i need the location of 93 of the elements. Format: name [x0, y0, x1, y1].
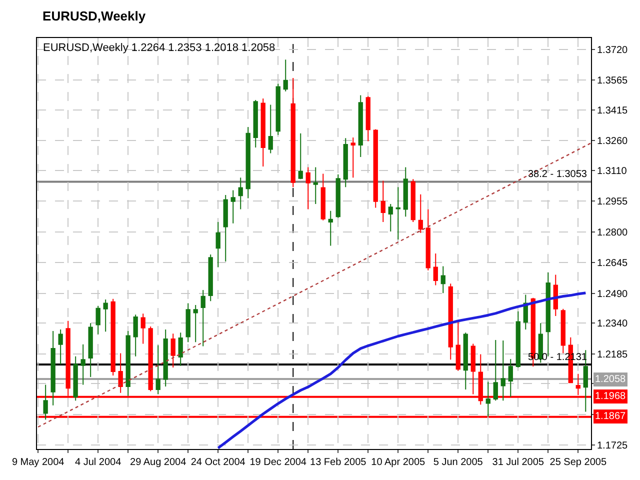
- y-tick-label: 1.1725: [597, 440, 628, 452]
- candlestick: [336, 174, 340, 218]
- candlestick: [350, 137, 356, 178]
- x-tick-label: 31 Jul 2005: [492, 457, 544, 468]
- candlestick: [396, 186, 400, 240]
- candlestick: [238, 177, 243, 210]
- candlestick: [186, 302, 190, 343]
- candlestick: [500, 340, 506, 402]
- chart-subtitle: EURUSD,Weekly 1.2264 1.2353 1.2018 1.2058: [43, 42, 276, 54]
- x-tick-label: 13 Feb 2005: [310, 457, 367, 468]
- candlestick: [43, 384, 48, 420]
- candlestick: [306, 166, 310, 210]
- candlestick: [403, 166, 408, 218]
- candlestick: [216, 221, 220, 268]
- candlestick: [380, 180, 386, 222]
- x-tick-label: 29 Aug 2004: [130, 457, 187, 468]
- candlestick: [156, 344, 160, 395]
- y-tick-label: 1.2645: [597, 258, 628, 270]
- y-tick-label: 1.3110: [597, 166, 628, 177]
- candlestick: [298, 132, 303, 180]
- y-tick-label: 1.2490: [597, 288, 628, 300]
- candlestick: [230, 190, 236, 224]
- candlestick: [358, 94, 363, 158]
- annotation: 38.2 - 1.3053: [528, 169, 588, 180]
- candlestick: [208, 254, 213, 302]
- candlestick: [546, 272, 550, 357]
- y-tick-label: 1.2955: [597, 196, 628, 208]
- x-tick-label: 5 Jun 2005: [433, 457, 484, 468]
- candlestick: [126, 330, 130, 396]
- x-tick-label: 9 May 2004: [12, 457, 65, 468]
- candlestick: [223, 194, 228, 262]
- ref-line-label: 1.1867: [595, 411, 626, 422]
- candlestick: [148, 326, 153, 392]
- candlestick: [118, 352, 123, 394]
- candlestick: [73, 356, 78, 402]
- candlestick: [456, 321, 460, 372]
- y-tick-label: 1.3565: [597, 76, 628, 87]
- candlestick: [493, 339, 498, 402]
- y-tick-label: 1.2185: [597, 349, 628, 360]
- candlestick: [133, 314, 138, 357]
- x-tick-label: 24 Oct 2004: [190, 457, 246, 468]
- candlestick: [440, 266, 446, 294]
- candlestick: [80, 344, 86, 386]
- candlestick: [200, 289, 206, 347]
- candlestick: [516, 310, 520, 368]
- candlestick: [103, 299, 108, 332]
- x-tick-label: 4 Jul 2004: [75, 457, 122, 468]
- candlestick: [276, 83, 280, 136]
- candlestick: [178, 332, 183, 366]
- y-tick-label: 1.2800: [597, 227, 628, 238]
- candlestick: [418, 194, 423, 234]
- ref-line-label: 1.1968: [595, 391, 626, 402]
- y-tick-label: 1.2340: [597, 318, 628, 330]
- candlestick: [140, 313, 146, 344]
- candlestick: [373, 128, 378, 208]
- candlestick: [426, 208, 430, 271]
- candlestick: [320, 173, 326, 221]
- candlestick: [50, 330, 56, 406]
- candlestick: [486, 381, 490, 417]
- candlestick: [553, 274, 558, 316]
- y-tick-label: 1.3415: [597, 105, 628, 116]
- candlestick: [58, 328, 63, 365]
- candlestick: [290, 78, 296, 188]
- candlestick: [260, 98, 266, 167]
- candlestick: [163, 328, 168, 388]
- candlestick: [246, 126, 250, 199]
- candlestick: [328, 210, 333, 246]
- candlestick: [110, 298, 116, 376]
- candlestick: [560, 308, 566, 354]
- candlestick: [366, 96, 370, 142]
- x-tick-label: 10 Apr 2005: [371, 457, 426, 468]
- candlestick: [88, 322, 93, 378]
- candlestick: [193, 304, 198, 343]
- candlestick: [463, 332, 468, 390]
- candlestick: [343, 138, 348, 188]
- y-tick-label: 1.3720: [597, 45, 628, 56]
- candlestick: [253, 100, 258, 148]
- candlestick: [268, 104, 273, 154]
- candlestick: [448, 283, 453, 360]
- candlestick: [170, 333, 176, 368]
- ref-line-label: 1.2058: [595, 374, 626, 385]
- x-tick-label: 19 Dec 2004: [250, 457, 307, 468]
- y-tick-label: 1.3260: [597, 136, 628, 148]
- candlestick: [313, 166, 318, 204]
- candlestick: [410, 178, 416, 222]
- line-series: [216, 292, 587, 449]
- candlestick: [283, 59, 288, 92]
- candlestick: [388, 203, 393, 232]
- x-tick-label: 25 Sep 2005: [550, 457, 607, 468]
- candlestick: [508, 358, 513, 398]
- candlestick: [433, 253, 438, 286]
- candlestick: [96, 305, 100, 335]
- chart-title: EURUSD,Weekly: [42, 8, 146, 24]
